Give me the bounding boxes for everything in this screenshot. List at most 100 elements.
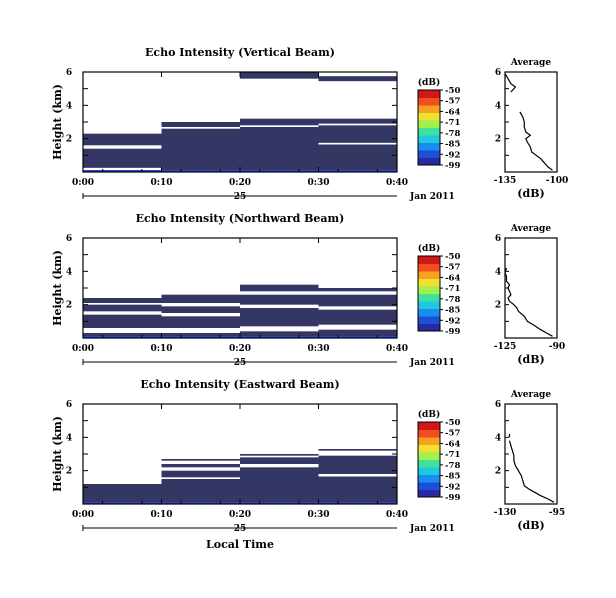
echo-block — [83, 148, 162, 168]
x-tick-label: 0:00 — [72, 178, 94, 188]
colorbar-segment — [418, 142, 440, 151]
y-tick-label: 4 — [66, 101, 72, 111]
average-y-tick-label: 6 — [495, 400, 501, 410]
echo-block — [240, 467, 319, 504]
average-frame — [504, 71, 558, 173]
colorbar-unit: (dB) — [418, 243, 440, 254]
y-tick-label: 2 — [66, 135, 72, 145]
y-tick-label: 6 — [66, 400, 72, 410]
colorbar-tick-label: -64 — [445, 273, 460, 283]
panel-2: Echo Intensity (Northward Beam)642Height… — [51, 212, 565, 368]
y-tick-label: 6 — [66, 234, 72, 244]
y-axis-label: Height (km) — [51, 84, 64, 160]
colorbar-tick-label: -50 — [445, 86, 460, 96]
x-tick-label: 0:10 — [150, 178, 172, 188]
colorbar-tick-label: -99 — [445, 327, 460, 337]
echo-block — [83, 314, 162, 328]
colorbar-segment — [418, 482, 440, 490]
echo-block — [318, 288, 397, 292]
y-tick-label: 2 — [66, 301, 72, 311]
average-y-tick-label: 2 — [495, 467, 501, 477]
echo-block — [318, 144, 397, 172]
echo-block — [240, 284, 319, 292]
x-tick-label: 0:20 — [229, 178, 251, 188]
echo-block — [240, 72, 319, 79]
echo-block — [318, 455, 397, 474]
colorbar-segment — [418, 489, 440, 498]
echo-block — [318, 125, 397, 143]
colorbar-tick-label: -57 — [445, 429, 460, 439]
average-x-tick-label: -125 — [494, 342, 517, 352]
colorbar-tick-label: -50 — [445, 252, 460, 262]
colorbar-segment — [418, 316, 440, 324]
echo-block — [318, 449, 397, 451]
echo-block — [161, 122, 240, 127]
colorbar-tick-label: -92 — [445, 150, 460, 160]
echo-block — [240, 457, 319, 464]
average-y-tick-label: 6 — [495, 234, 501, 244]
panel-1: Echo Intensity (Vertical Beam)642Height … — [51, 46, 568, 202]
panel-title: Echo Intensity (Eastward Beam) — [140, 378, 339, 391]
average-x-tick-label: -95 — [549, 508, 565, 518]
colorbar-tick-label: -57 — [445, 263, 460, 273]
panel-title: Echo Intensity (Northward Beam) — [136, 212, 345, 225]
echo-block — [83, 484, 162, 504]
colorbar-segment — [418, 150, 440, 158]
y-tick-label: 4 — [66, 267, 72, 277]
colorbar-tick-label: -85 — [445, 306, 460, 316]
average-title: Average — [510, 390, 551, 400]
y-tick-label: 4 — [66, 433, 72, 443]
x-tick-label: 0:40 — [386, 344, 408, 354]
echo-block — [83, 333, 162, 337]
colorbar-segment — [418, 459, 440, 468]
average-title: Average — [510, 58, 551, 68]
colorbar-tick-label: -78 — [445, 129, 460, 139]
colorbar-segment — [418, 474, 440, 483]
echo-block — [240, 127, 319, 172]
colorbar-segment — [418, 301, 440, 309]
colorbar-segment — [418, 90, 440, 98]
y-axis-label: Height (km) — [51, 416, 64, 492]
colorbar-tick-label: -99 — [445, 161, 460, 171]
average-y-tick-label: 4 — [495, 267, 501, 277]
average-y-tick-label: 2 — [495, 301, 501, 311]
echo-block — [161, 128, 240, 172]
colorbar-tick-label: -57 — [445, 97, 460, 107]
colorbar-unit: (dB) — [418, 77, 440, 88]
y-axis-label: Height (km) — [51, 250, 64, 326]
x-tick-label: 0:30 — [307, 510, 329, 520]
x-tick-label: 0:00 — [72, 510, 94, 520]
colorbar-tick-label: -71 — [445, 118, 460, 128]
echo-block — [240, 118, 319, 126]
colorbar-segment — [418, 323, 440, 332]
x-tick-label: 0:20 — [229, 510, 251, 520]
colorbar-tick-label: -71 — [445, 450, 460, 460]
average-x-tick-label: -135 — [494, 176, 517, 186]
echo-block — [240, 294, 319, 305]
colorbar-segment — [418, 444, 440, 453]
echo-block — [161, 333, 240, 337]
average-x-label: (dB) — [517, 519, 544, 532]
colorbar-segment — [418, 429, 440, 438]
x-tick-label: 0:10 — [150, 510, 172, 520]
average-x-tick-label: -130 — [494, 508, 517, 518]
day-label: 25 — [234, 192, 247, 202]
colorbar-segment — [418, 452, 440, 460]
echo-block — [161, 306, 240, 313]
average-profile-line — [508, 440, 555, 503]
colorbar-tick-label: -85 — [445, 140, 460, 150]
echo-block — [161, 459, 240, 461]
colorbar-tick-label: -78 — [445, 295, 460, 305]
average-y-tick-label: 6 — [495, 68, 501, 78]
echo-block — [318, 329, 397, 337]
colorbar-frame — [417, 421, 441, 498]
average-x-label: (dB) — [517, 187, 544, 200]
panel-3: Echo Intensity (Eastward Beam) 6 4 2 Height … — [51, 378, 565, 534]
colorbar-tick-label: -78 — [445, 461, 460, 471]
echo-block — [240, 454, 319, 456]
colorbar-tick-label: -50 — [445, 418, 460, 428]
y-tick-label: 6 — [66, 68, 72, 78]
colorbar-segment — [418, 278, 440, 287]
month-year-label: Jan 2011 — [409, 358, 455, 368]
